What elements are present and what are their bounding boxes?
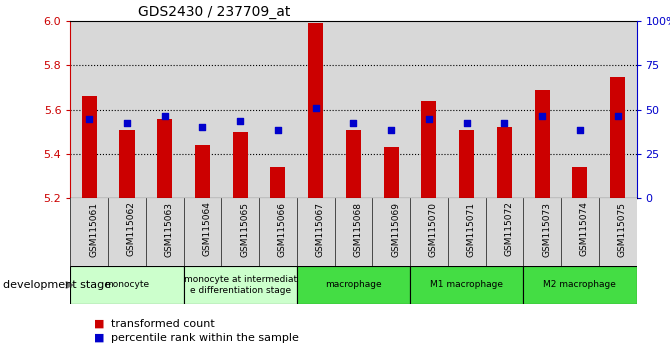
Point: [234, 118, 245, 124]
Bar: [297, 198, 334, 266]
Bar: [486, 198, 523, 266]
Point: [273, 127, 283, 132]
Text: GSM115073: GSM115073: [542, 202, 551, 257]
Text: GSM115070: GSM115070: [429, 202, 438, 257]
Text: macrophage: macrophage: [325, 280, 382, 290]
Bar: [523, 21, 561, 198]
Bar: [523, 266, 636, 304]
Bar: [221, 21, 259, 198]
Bar: [410, 21, 448, 198]
Bar: [70, 266, 184, 304]
Bar: [221, 198, 259, 266]
Bar: [410, 198, 448, 266]
Bar: [70, 21, 108, 198]
Point: [159, 114, 170, 119]
Point: [461, 120, 472, 126]
Bar: [308, 23, 323, 198]
Text: percentile rank within the sample: percentile rank within the sample: [111, 333, 298, 343]
Bar: [346, 130, 361, 198]
Text: monocyte: monocyte: [105, 280, 149, 290]
Text: GSM115065: GSM115065: [240, 202, 249, 257]
Text: monocyte at intermediat
e differentiation stage: monocyte at intermediat e differentiatio…: [184, 275, 297, 295]
Text: GSM115069: GSM115069: [391, 202, 400, 257]
Point: [84, 116, 94, 121]
Text: M1 macrophage: M1 macrophage: [430, 280, 503, 290]
Bar: [184, 198, 221, 266]
Text: GSM115062: GSM115062: [127, 202, 136, 257]
Bar: [157, 119, 172, 198]
Bar: [448, 21, 486, 198]
Bar: [373, 198, 410, 266]
Text: GSM115063: GSM115063: [165, 202, 174, 257]
Point: [499, 120, 510, 126]
Bar: [259, 198, 297, 266]
Text: GSM115068: GSM115068: [354, 202, 362, 257]
Bar: [599, 198, 636, 266]
Bar: [271, 167, 285, 198]
Bar: [561, 21, 599, 198]
Text: GSM115075: GSM115075: [618, 202, 626, 257]
Bar: [373, 21, 410, 198]
Bar: [421, 101, 436, 198]
Point: [575, 127, 586, 132]
Text: transformed count: transformed count: [111, 319, 214, 329]
Bar: [232, 132, 248, 198]
Bar: [146, 21, 184, 198]
Point: [197, 125, 208, 130]
Point: [386, 127, 397, 132]
Bar: [410, 266, 523, 304]
Point: [612, 114, 623, 119]
Bar: [297, 21, 334, 198]
Bar: [561, 198, 599, 266]
Text: M2 macrophage: M2 macrophage: [543, 280, 616, 290]
Bar: [259, 21, 297, 198]
Text: GSM115074: GSM115074: [580, 202, 589, 257]
Bar: [70, 198, 108, 266]
Bar: [146, 198, 184, 266]
Text: GSM115066: GSM115066: [278, 202, 287, 257]
Bar: [195, 145, 210, 198]
Text: development stage: development stage: [3, 280, 111, 290]
Bar: [572, 167, 588, 198]
Text: GSM115064: GSM115064: [202, 202, 212, 257]
Text: ■: ■: [94, 319, 105, 329]
Point: [310, 105, 321, 110]
Bar: [297, 266, 410, 304]
Bar: [523, 198, 561, 266]
Bar: [610, 76, 625, 198]
Text: GSM115072: GSM115072: [505, 202, 513, 257]
Bar: [599, 21, 636, 198]
Bar: [184, 266, 297, 304]
Text: GSM115071: GSM115071: [466, 202, 476, 257]
Bar: [119, 130, 135, 198]
Point: [423, 116, 434, 121]
Bar: [497, 127, 512, 198]
Bar: [535, 90, 549, 198]
Bar: [82, 97, 96, 198]
Bar: [459, 130, 474, 198]
Text: ■: ■: [94, 333, 105, 343]
Text: GSM115067: GSM115067: [316, 202, 325, 257]
Bar: [108, 198, 146, 266]
Bar: [184, 21, 221, 198]
Point: [348, 120, 359, 126]
Bar: [334, 198, 373, 266]
Text: GDS2430 / 237709_at: GDS2430 / 237709_at: [138, 5, 291, 19]
Point: [122, 120, 133, 126]
Text: GSM115061: GSM115061: [89, 202, 98, 257]
Bar: [334, 21, 373, 198]
Bar: [384, 147, 399, 198]
Bar: [448, 198, 486, 266]
Point: [537, 114, 547, 119]
Bar: [108, 21, 146, 198]
Bar: [486, 21, 523, 198]
